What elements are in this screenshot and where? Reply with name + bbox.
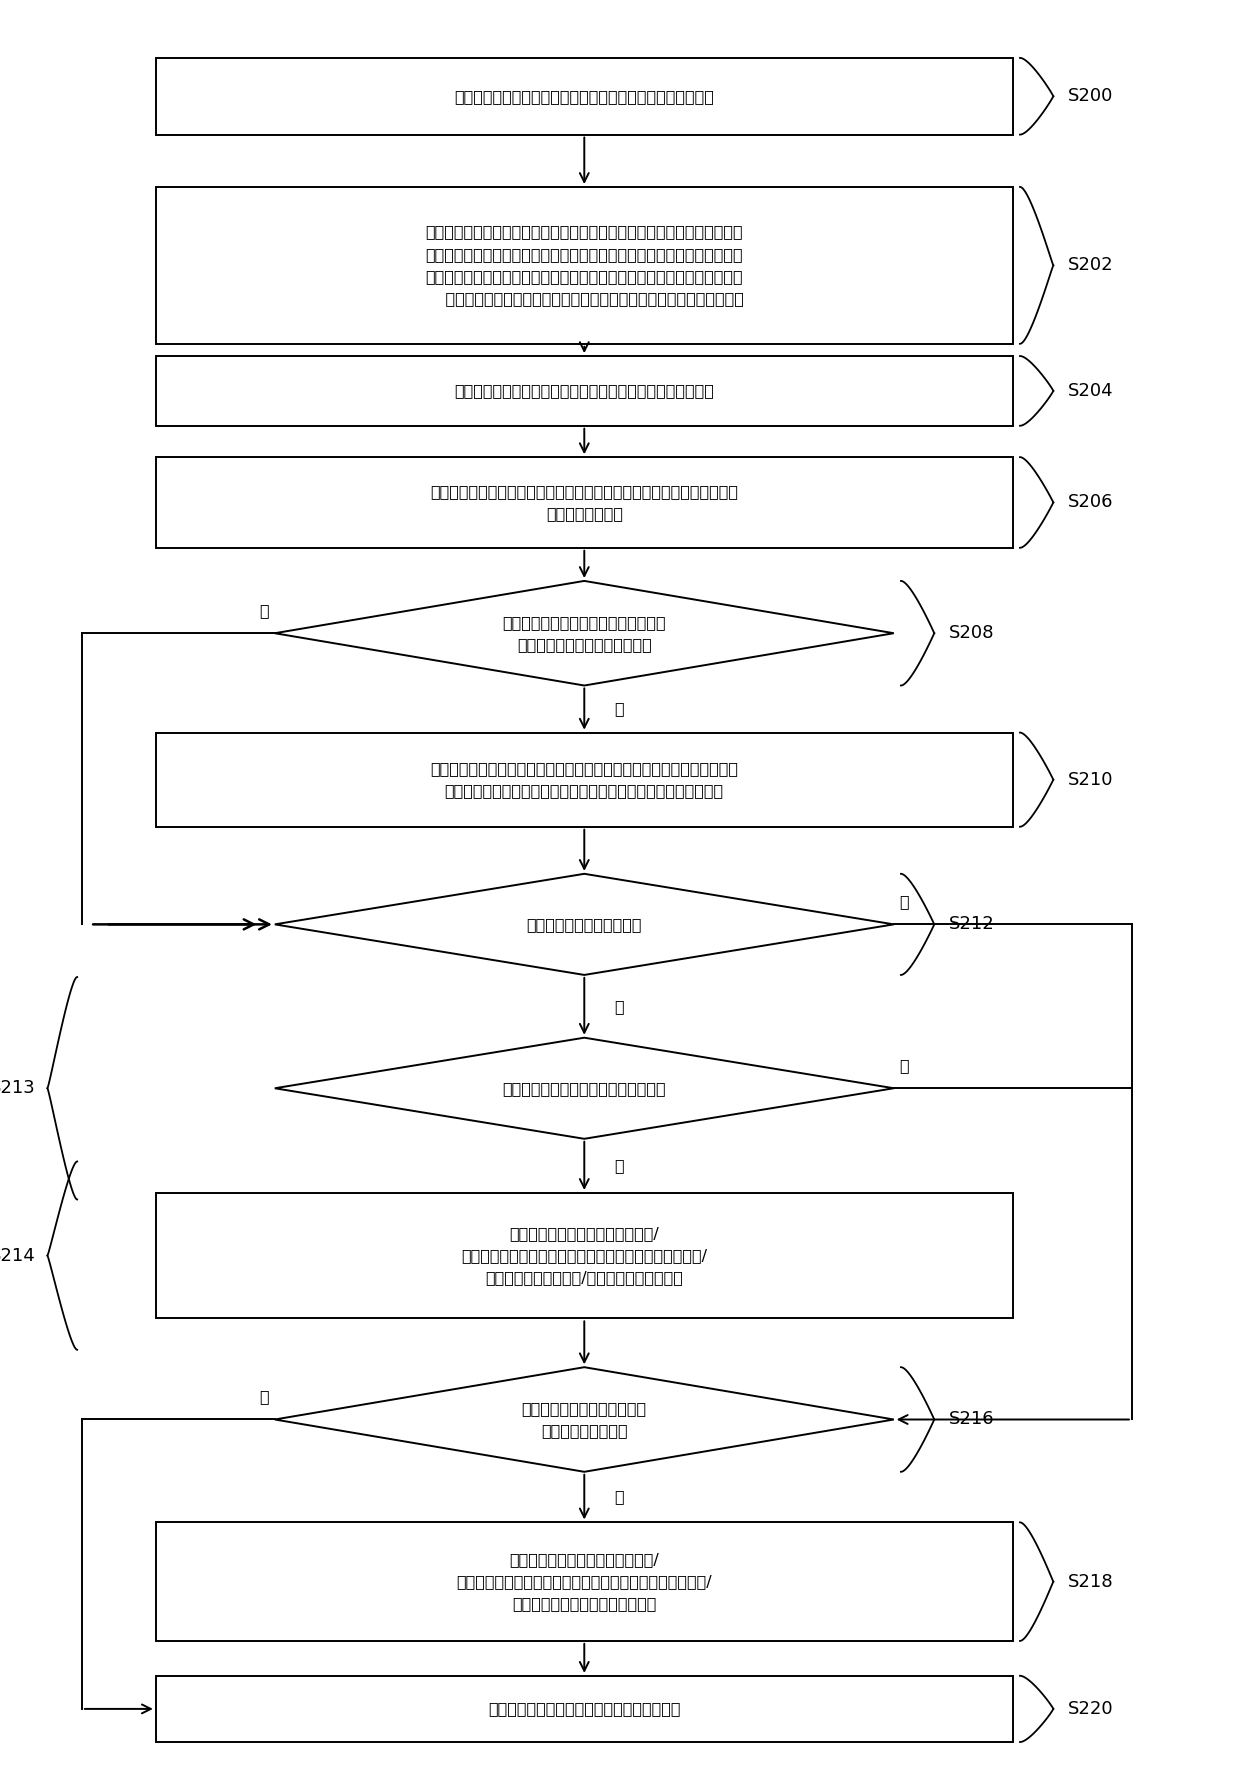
Text: 否: 否: [259, 603, 269, 617]
Text: 通过识别道路上运动的货车的车牌，同数据库中的货车车型进行比对，调取
货车额定载重参数，货车货箱长、宽、高的数值和货车货箱体积参数；如果
不能识别所述车牌，则进行: 通过识别道路上运动的货车的车牌，同数据库中的货车车型进行比对，调取 货车额定载重…: [425, 224, 744, 306]
Text: S212: S212: [949, 916, 994, 934]
Text: 立即联动智慧灯杆公共广播系统、信息发布系统进行警示，并将数据传输
至智慧灯杆区域指挥中心云处理器，通知就近的执法人员进行执法: 立即联动智慧灯杆公共广播系统、信息发布系统进行警示，并将数据传输 至智慧灯杆区域…: [430, 761, 738, 799]
Text: S202: S202: [1068, 256, 1114, 274]
Text: 是: 是: [614, 1158, 624, 1174]
Polygon shape: [275, 582, 894, 685]
FancyBboxPatch shape: [156, 1676, 1013, 1742]
FancyBboxPatch shape: [156, 457, 1013, 548]
Text: S214: S214: [0, 1247, 36, 1265]
Text: 通过智慧灯杆信息发布系统播放和/
或发布警示，对超高的车辆联动智慧灯杆公共广播装备和/
或信息发布装置播放和/或发布警示，更换路线: 通过智慧灯杆信息发布系统播放和/ 或发布警示，对超高的车辆联动智慧灯杆公共广播装…: [461, 1226, 707, 1284]
FancyBboxPatch shape: [156, 1194, 1013, 1318]
Text: 否: 否: [900, 1059, 909, 1073]
Polygon shape: [275, 873, 894, 975]
Text: S206: S206: [1068, 493, 1114, 511]
Text: S213: S213: [0, 1080, 36, 1098]
Text: 是: 是: [614, 998, 624, 1014]
Text: 是: 是: [614, 701, 624, 717]
Text: S208: S208: [949, 624, 994, 642]
Text: S210: S210: [1068, 770, 1114, 788]
Text: S220: S220: [1068, 1701, 1114, 1719]
Text: 判断所述货车货箱的高度是否超过限高: 判断所述货车货箱的高度是否超过限高: [502, 1082, 666, 1096]
Polygon shape: [275, 1037, 894, 1139]
FancyBboxPatch shape: [156, 356, 1013, 425]
Text: 判断前方是否存在限高路段: 判断前方是否存在限高路段: [527, 916, 642, 932]
Text: 激光雷达扫描货车外轮廓，将扫描的数据传输至边缘计算模块: 激光雷达扫描货车外轮廓，将扫描的数据传输至边缘计算模块: [454, 384, 714, 398]
Text: 判断前方路况，是否存在影响
通行的道路安全状况: 判断前方路况，是否存在影响 通行的道路安全状况: [522, 1400, 647, 1437]
Polygon shape: [275, 1368, 894, 1471]
Text: 通过智慧灯杆信息发布系统播放和/
或发布警示，将道路安全状况联动智慧灯杆公共广播装备和/
或信息发布装置播放和或发布警示: 通过智慧灯杆信息发布系统播放和/ 或发布警示，将道路安全状况联动智慧灯杆公共广播…: [456, 1551, 712, 1612]
Text: 所述边缘计算模块实时计算出所述道路上运动的货车货箱的长、宽、高的
数值和载货体积值: 所述边缘计算模块实时计算出所述道路上运动的货车货箱的长、宽、高的 数值和载货体积…: [430, 484, 738, 521]
Text: 是: 是: [614, 1489, 624, 1505]
FancyBboxPatch shape: [156, 187, 1013, 343]
Text: S218: S218: [1068, 1573, 1114, 1590]
Text: 通过智慧灯杆信息发布系统发布预计通行时间: 通过智慧灯杆信息发布系统发布预计通行时间: [489, 1701, 681, 1717]
Text: 否: 否: [259, 1389, 269, 1404]
FancyBboxPatch shape: [156, 1523, 1013, 1640]
Text: 判断所述货车货箱的高度、长度、宽度
是否存在超高、超宽或超长现象: 判断所述货车货箱的高度、长度、宽度 是否存在超高、超宽或超长现象: [502, 614, 666, 651]
FancyBboxPatch shape: [156, 59, 1013, 135]
Text: S204: S204: [1068, 382, 1114, 400]
Text: S200: S200: [1068, 87, 1114, 105]
Text: 通过安装在智慧灯杆的图像采集装置，对经过的货车进行检测: 通过安装在智慧灯杆的图像采集装置，对经过的货车进行检测: [454, 89, 714, 103]
Text: S216: S216: [949, 1411, 994, 1429]
FancyBboxPatch shape: [156, 733, 1013, 827]
Text: 否: 否: [900, 895, 909, 909]
